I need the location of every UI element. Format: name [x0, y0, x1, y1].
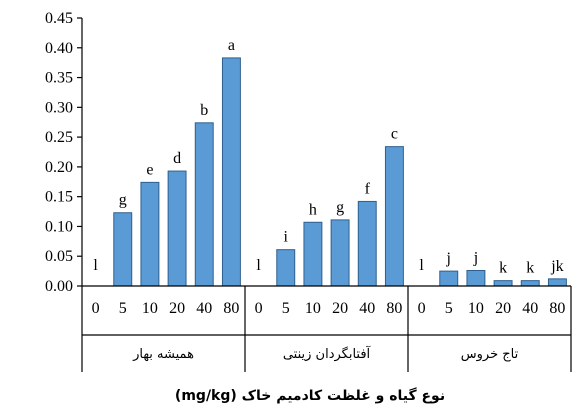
y-tick-label: 0.30: [45, 99, 73, 116]
significance-letter: k: [499, 260, 507, 277]
bar: [167, 170, 187, 287]
x-tick-label: 5: [282, 300, 290, 317]
x-tick-label: 10: [142, 300, 158, 317]
x-tick-label: 80: [549, 300, 565, 317]
significance-letter: g: [119, 192, 127, 209]
group-label: تاج خروس: [461, 347, 519, 362]
y-axis: 0.00 0.05 0.10 0.15 0.20 0.25 0.30 0.35 0.40 0.45: [45, 10, 83, 295]
bar: [140, 181, 160, 287]
bar: [303, 221, 323, 287]
x-tick-label: 20: [169, 300, 185, 317]
significance-letter: g: [336, 199, 344, 216]
group-label: آفتابگردان زینتی: [283, 345, 372, 362]
x-tick-label: 5: [119, 300, 127, 317]
x-tick-label: 0: [255, 300, 263, 317]
significance-letter: l: [93, 257, 98, 274]
x-tick-label: 20: [332, 300, 348, 317]
y-tick-label: 0.25: [45, 129, 73, 146]
bar: [221, 57, 241, 287]
significance-letter: j: [473, 250, 478, 267]
bar: [276, 249, 296, 287]
x-axis: 0 5 10 20 40 80 همیشه بهار 0 5 10 20 40 80 آفتابگردان…: [81, 285, 572, 372]
significance-letter: j: [446, 250, 451, 267]
significance-letter: l: [256, 257, 261, 274]
bar: [493, 280, 513, 287]
y-tick-label: 0.00: [45, 278, 73, 295]
significance-letter: f: [365, 180, 371, 197]
bars: [113, 57, 567, 287]
y-tick-label: 0.15: [45, 189, 73, 206]
bar: [194, 122, 214, 287]
significance-letter: a: [228, 37, 235, 54]
significance-letter: i: [284, 229, 289, 246]
x-tick-label: 5: [445, 300, 453, 317]
significance-letter: jk: [550, 258, 563, 275]
bar: [439, 270, 459, 287]
x-tick-label: 0: [418, 300, 426, 317]
significance-letter: k: [526, 260, 534, 277]
group-label: همیشه بهار: [132, 347, 194, 362]
significance-letter: c: [391, 126, 398, 143]
y-tick-label: 0.10: [45, 218, 73, 235]
x-axis-title: نوع گیاه و غلظت کادمیم خاک (mg/kg): [175, 387, 445, 404]
bar: [330, 219, 350, 287]
x-tick-label: 10: [305, 300, 321, 317]
bar: [384, 146, 404, 287]
significance-letter: b: [200, 102, 208, 119]
bar: [520, 280, 540, 287]
x-tick-label: 80: [223, 300, 239, 317]
y-tick-label: 0.35: [45, 70, 73, 87]
x-tick-label: 40: [196, 300, 212, 317]
significance-letter: h: [309, 201, 317, 218]
y-tick-label: 0.45: [45, 10, 73, 27]
bar: [113, 212, 133, 287]
x-tick-label: 40: [522, 300, 538, 317]
x-tick-label: 0: [92, 300, 100, 317]
x-tick-label: 10: [468, 300, 484, 317]
x-tick-label: 20: [495, 300, 511, 317]
y-tick-label: 0.05: [45, 248, 73, 265]
significance-letter: d: [173, 150, 181, 167]
y-tick-label: 0.40: [45, 40, 73, 57]
significance-letter: l: [419, 257, 424, 274]
y-tick-label: 0.20: [45, 159, 73, 176]
significance-letter: e: [146, 161, 153, 178]
bar: [466, 270, 486, 287]
x-tick-label: 80: [386, 300, 402, 317]
bar: [547, 278, 567, 287]
x-tick-label: 40: [359, 300, 375, 317]
bar: [357, 200, 377, 287]
